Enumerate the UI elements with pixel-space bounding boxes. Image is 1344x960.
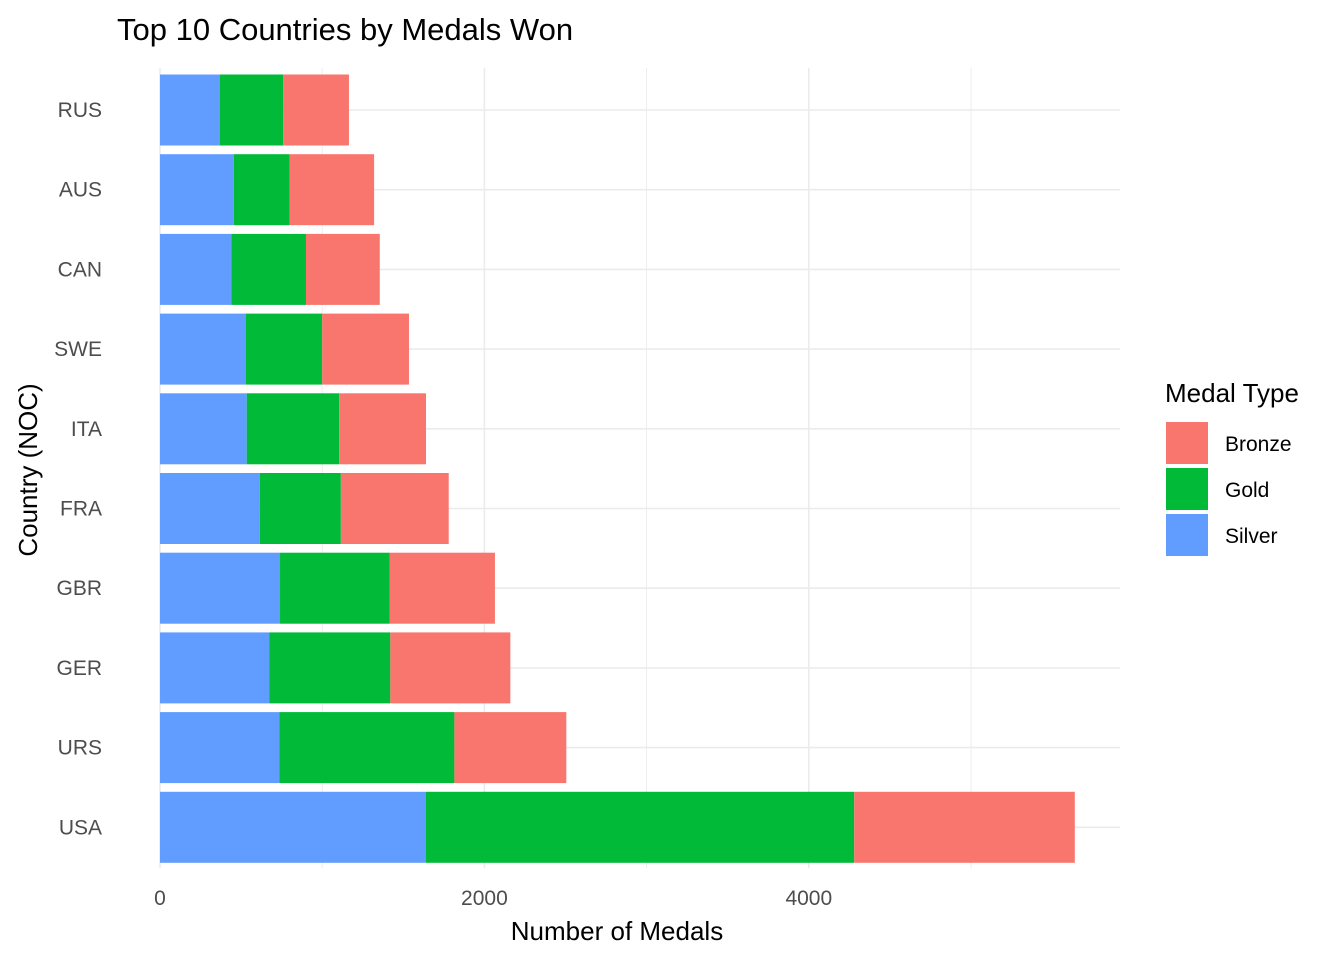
y-tick-label-ger: GER <box>56 657 102 680</box>
legend-swatch-bronze <box>1166 422 1208 464</box>
bar-swe-silver <box>160 313 246 385</box>
legend: Medal Type Bronze Gold Silver <box>1165 378 1299 556</box>
y-tick-label-aus: AUS <box>59 179 102 202</box>
bar-ger-gold <box>269 632 391 704</box>
chart-title: Top 10 Countries by Medals Won <box>117 12 573 47</box>
bar-usa-bronze <box>854 791 1075 863</box>
bar-aus-silver <box>160 154 234 226</box>
bars <box>160 74 1075 863</box>
x-axis-title: Number of Medals <box>511 916 723 946</box>
x-tick-label-4000: 4000 <box>785 887 832 910</box>
bar-gbr-silver <box>160 552 281 624</box>
bar-ita-silver <box>160 393 247 465</box>
bar-ita-gold <box>246 393 340 465</box>
bar-rus-bronze <box>283 74 349 146</box>
bar-can-silver <box>160 233 232 305</box>
legend-label-silver: Silver <box>1225 525 1278 548</box>
legend-label-bronze: Bronze <box>1225 433 1292 456</box>
bar-usa-silver <box>160 791 427 863</box>
bar-can-bronze <box>305 233 380 305</box>
bar-aus-bronze <box>289 154 375 226</box>
bar-urs-gold <box>279 712 455 784</box>
bar-gbr-gold <box>280 552 390 624</box>
bar-swe-gold <box>245 313 323 385</box>
y-axis-title: Country (NOC) <box>13 383 43 556</box>
y-tick-label-swe: SWE <box>54 338 102 361</box>
legend-label-gold: Gold <box>1225 479 1269 502</box>
bar-ita-bronze <box>339 393 427 465</box>
y-tick-label-fra: FRA <box>60 498 102 521</box>
y-tick-label-urs: URS <box>58 737 102 760</box>
bar-fra-silver <box>160 473 260 544</box>
x-tick-labels: 0 2000 4000 <box>154 887 832 910</box>
bar-fra-bronze <box>340 473 449 544</box>
legend-title: Medal Type <box>1165 378 1299 408</box>
y-tick-label-can: CAN <box>58 258 102 281</box>
y-tick-label-rus: RUS <box>58 99 102 122</box>
bar-swe-bronze <box>322 313 409 385</box>
bar-rus-gold <box>220 74 284 146</box>
y-tick-label-gbr: GBR <box>56 577 102 600</box>
bar-can-gold <box>231 233 306 305</box>
bar-ger-silver <box>160 632 270 704</box>
bar-fra-gold <box>259 473 341 544</box>
bar-gbr-bronze <box>389 552 495 624</box>
bar-usa-gold <box>426 791 855 863</box>
y-tick-labels: RUS AUS CAN SWE ITA FRA GBR GER URS USA <box>54 99 102 839</box>
x-tick-label-0: 0 <box>154 887 166 910</box>
y-tick-label-usa: USA <box>59 816 102 839</box>
legend-swatch-silver <box>1166 514 1208 556</box>
x-tick-label-2000: 2000 <box>461 887 508 910</box>
bar-aus-gold <box>233 154 290 226</box>
y-tick-label-ita: ITA <box>71 418 102 441</box>
legend-swatch-gold <box>1166 468 1208 510</box>
bar-urs-silver <box>160 712 280 784</box>
bar-ger-bronze <box>390 632 511 704</box>
bar-urs-bronze <box>454 712 567 784</box>
bar-rus-silver <box>160 74 221 146</box>
